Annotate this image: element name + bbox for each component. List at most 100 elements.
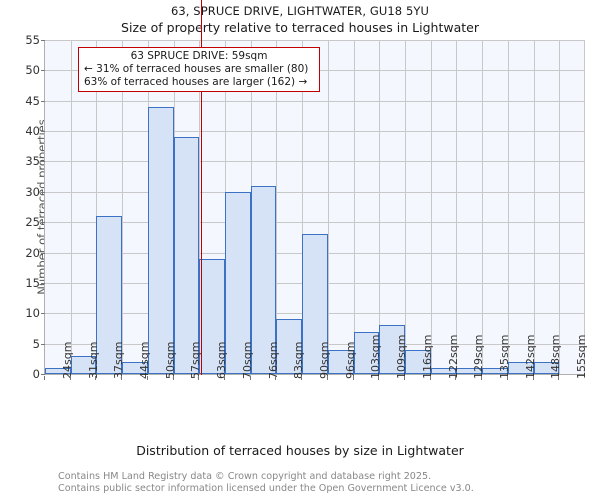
x-axis-tick-mark	[275, 376, 277, 380]
histogram-bar	[507, 361, 534, 374]
x-axis-tick-mark	[455, 376, 457, 380]
histogram-bar	[456, 367, 483, 374]
footer-line-2: Contains public sector information licen…	[58, 483, 474, 495]
x-axis-tick-text: 103sqm	[369, 334, 383, 379]
y-axis-tick-label: 0	[32, 367, 40, 381]
histogram-bar	[225, 191, 251, 374]
x-axis-tick-mark	[44, 376, 45, 380]
y-axis-tick-label: 30	[25, 184, 40, 199]
histogram-bar	[482, 367, 508, 374]
gridline-vertical	[559, 40, 561, 374]
y-axis-tick-label: 40	[25, 124, 40, 139]
plot-area	[41, 0, 585, 375]
histogram-bar	[533, 361, 560, 374]
gridline-horizontal	[45, 191, 585, 193]
gridline-vertical	[584, 40, 585, 374]
gridline-vertical	[507, 40, 509, 374]
x-axis-tick-text: 96sqm	[343, 341, 357, 379]
y-axis-tick-mark	[41, 100, 45, 102]
x-axis-tick-mark	[404, 376, 405, 380]
gridline-horizontal	[45, 161, 585, 163]
x-axis-title: Distribution of terraced houses by size …	[136, 443, 464, 458]
histogram-bar	[276, 319, 303, 374]
y-axis-tick-mark	[41, 282, 45, 284]
gridline-horizontal	[45, 40, 585, 41]
y-axis-tick-label: 25	[25, 215, 40, 230]
property-size-marker-line	[200, 0, 203, 375]
gridline-vertical	[379, 40, 381, 374]
x-axis-tick-text: 155sqm	[575, 334, 589, 379]
property-annotation-box: 63 SPRUCE DRIVE: 59sqm ← 31% of terraced…	[78, 47, 320, 93]
histogram-bar	[302, 234, 328, 374]
y-axis-tick-mark	[41, 222, 45, 224]
y-axis-tick-mark	[41, 131, 45, 133]
x-axis-tick-mark	[146, 376, 148, 380]
x-axis-tick-text: 142sqm	[523, 334, 537, 379]
histogram-bar	[70, 355, 97, 374]
histogram-bar	[250, 185, 277, 374]
y-axis-tick-mark	[41, 374, 45, 375]
x-axis-tick-text: 76sqm	[266, 341, 280, 379]
y-axis-tick-label: 5	[32, 336, 40, 351]
histogram-bar	[147, 106, 174, 374]
gridline-vertical	[302, 40, 304, 374]
gridline-vertical	[430, 40, 432, 374]
gridline-vertical	[353, 40, 355, 374]
x-axis-tick-text: 50sqm	[163, 341, 177, 379]
gridline-horizontal	[45, 131, 585, 133]
x-axis-tick-mark	[95, 376, 97, 380]
x-axis-tick-mark	[558, 376, 560, 380]
x-axis-tick-text: 63sqm	[215, 341, 229, 379]
histogram-bar	[353, 331, 380, 374]
x-axis-tick-mark	[352, 376, 354, 380]
chart-title: 63, SPRUCE DRIVE, LIGHTWATER, GU18 5YU	[170, 4, 430, 18]
histogram-bar	[199, 258, 225, 374]
x-axis-tick-mark	[121, 376, 123, 380]
y-axis-tick-label: 10	[25, 306, 40, 321]
gridline-vertical	[482, 40, 484, 374]
x-axis-tick-text: 135sqm	[498, 334, 511, 379]
x-axis-tick-text: 122sqm	[446, 334, 460, 379]
x-axis-tick-text: 31sqm	[86, 341, 100, 379]
annotation-line-2: ← 31% of terraced houses are smaller (80…	[84, 62, 309, 75]
gridline-vertical	[456, 40, 458, 374]
histogram-bar	[122, 361, 148, 374]
x-axis-tick-mark	[326, 376, 328, 380]
x-axis-tick-mark	[481, 376, 483, 380]
histogram-bar	[379, 325, 405, 374]
gridline-vertical	[199, 40, 201, 374]
histogram-bar	[96, 216, 123, 374]
x-axis-tick-text: 116sqm	[420, 334, 434, 379]
y-axis-tick-mark	[41, 343, 45, 345]
y-axis-tick-label: 45	[25, 93, 40, 108]
attribution-footer: Contains HM Land Registry data © Crown c…	[58, 471, 474, 496]
x-axis-tick-text: 148sqm	[549, 334, 563, 379]
x-axis-tick-mark	[378, 376, 380, 380]
x-axis-tick-mark	[429, 376, 431, 380]
y-axis-tick-label: 55	[25, 33, 40, 47]
x-axis-tick-mark	[224, 376, 225, 380]
y-axis-tick-mark	[41, 313, 45, 315]
y-axis-tick-label: 15	[25, 275, 40, 290]
gridline-vertical	[122, 40, 124, 374]
x-axis-tick-text: 44sqm	[138, 341, 151, 379]
x-axis-tick-mark	[69, 376, 71, 380]
x-axis-tick-text: 109sqm	[395, 334, 409, 379]
x-axis-tick-mark	[198, 376, 200, 380]
annotation-line-1: 63 SPRUCE DRIVE: 59sqm	[130, 50, 268, 62]
x-axis-tick-mark	[172, 376, 174, 380]
x-axis-tick-mark	[301, 376, 303, 380]
gridline-vertical	[96, 40, 98, 374]
x-axis-tick-text: 24sqm	[60, 341, 74, 379]
x-axis-tick-mark	[532, 376, 534, 380]
x-axis-tick-text: 90sqm	[318, 341, 331, 379]
y-axis-tick-mark	[41, 70, 45, 72]
y-axis-tick-label: 35	[25, 154, 40, 169]
histogram-bar	[405, 349, 431, 374]
y-axis-tick-label: 20	[25, 245, 40, 260]
y-axis-tick-mark	[41, 191, 45, 193]
y-axis-tick-label: 50	[25, 63, 40, 78]
gridline-vertical	[327, 40, 329, 374]
histogram-bar	[45, 367, 71, 374]
chart-subtitle: Size of property relative to terraced ho…	[121, 20, 479, 35]
